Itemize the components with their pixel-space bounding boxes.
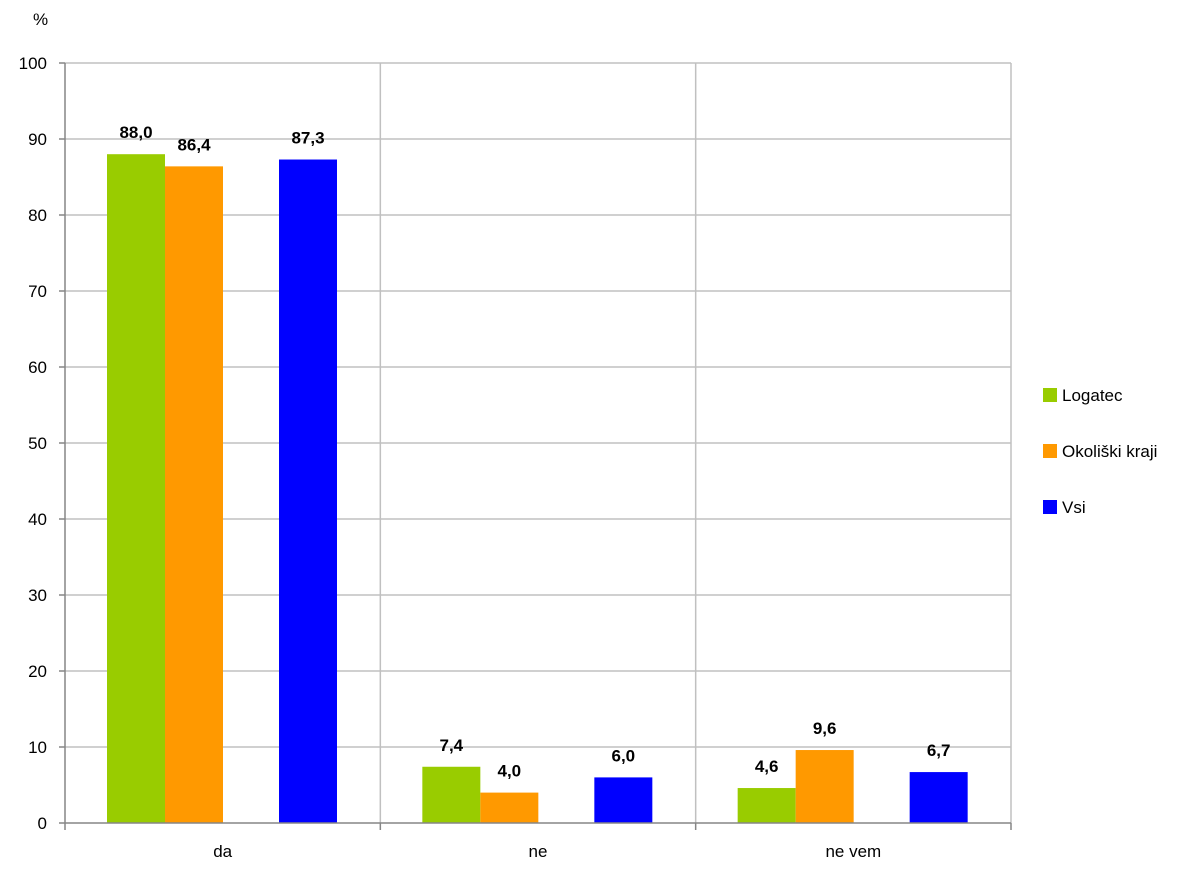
bar-Vsi-ne	[594, 777, 653, 823]
data-label: 9,6	[813, 719, 837, 738]
bar-Okoliški kraji-ne vem	[795, 750, 854, 823]
x-tick-label: ne vem	[825, 842, 881, 861]
y-tick-label: 20	[28, 662, 47, 681]
y-tick-label: 60	[28, 358, 47, 377]
legend-label-Okoliški kraji: Okoliški kraji	[1062, 442, 1157, 461]
bar-Okoliški kraji-da	[165, 166, 223, 824]
legend-swatch-Vsi	[1043, 500, 1057, 514]
bar-Okoliški kraji-ne	[480, 792, 539, 823]
data-label: 4,0	[498, 762, 522, 781]
y-tick-label: 40	[28, 510, 47, 529]
data-label: 7,4	[440, 736, 464, 755]
y-tick-label: 10	[28, 738, 47, 757]
data-label: 6,7	[927, 741, 951, 760]
y-tick-label: 0	[38, 814, 47, 833]
legend-swatch-Okoliški kraji	[1043, 444, 1057, 458]
bar-Vsi-da	[279, 159, 337, 823]
y-tick-label: 30	[28, 586, 47, 605]
y-tick-label: 70	[28, 282, 47, 301]
legend-label-Vsi: Vsi	[1062, 498, 1086, 517]
y-tick-label: 100	[19, 54, 47, 73]
bar-Logatec-ne	[422, 766, 481, 823]
data-label: 86,4	[177, 135, 211, 154]
axes: 0 10 20 30 40 50 60 70 80 90 100 da ne ne vem	[19, 54, 1012, 861]
y-tick-label: 80	[28, 206, 47, 225]
bar-Vsi-ne vem	[909, 772, 968, 823]
legend-label-Logatec: Logatec	[1062, 386, 1123, 405]
legend-swatch-Logatec	[1043, 388, 1057, 402]
data-label: 4,6	[755, 757, 779, 776]
y-axis-label: %	[33, 10, 48, 29]
bars	[107, 154, 968, 824]
x-tick-label: da	[213, 842, 232, 861]
legend: Logatec Okoliški kraji Vsi	[1043, 386, 1157, 517]
data-label: 88,0	[119, 123, 152, 142]
y-tick-label: 90	[28, 130, 47, 149]
data-label: 6,0	[612, 746, 636, 765]
y-tick-label: 50	[28, 434, 47, 453]
data-labels: 88,0 86,4 87,3 7,4 4,0 6,0 4,6 9,6 6,7	[119, 123, 950, 780]
bar-Logatec-da	[107, 154, 165, 823]
x-tick-label: ne	[529, 842, 548, 861]
bar-Logatec-ne vem	[737, 788, 796, 823]
data-label: 87,3	[291, 129, 324, 148]
